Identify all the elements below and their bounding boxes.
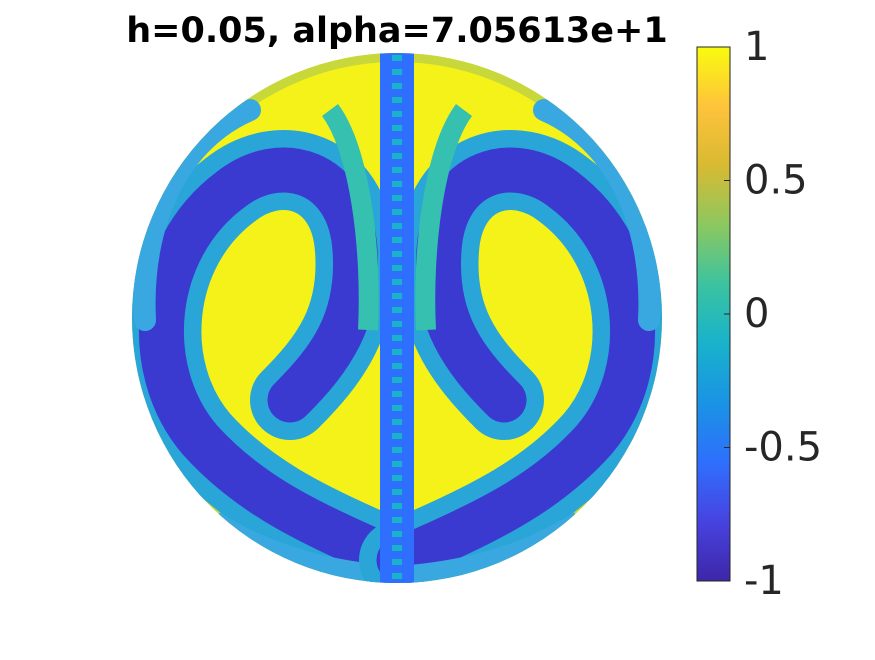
chart-title: h=0.05, alpha=7.05613e+1 xyxy=(126,11,667,51)
colorbar-tick-label: 1 xyxy=(744,24,769,70)
colorbar-tick-label: 0 xyxy=(744,291,769,337)
colorbar-tick-label: -0.5 xyxy=(744,425,822,471)
field xyxy=(132,53,662,583)
colorbar-tick-label: -1 xyxy=(744,558,784,604)
colorbar-tick-label: 0.5 xyxy=(744,158,808,204)
swirl xyxy=(132,99,435,583)
